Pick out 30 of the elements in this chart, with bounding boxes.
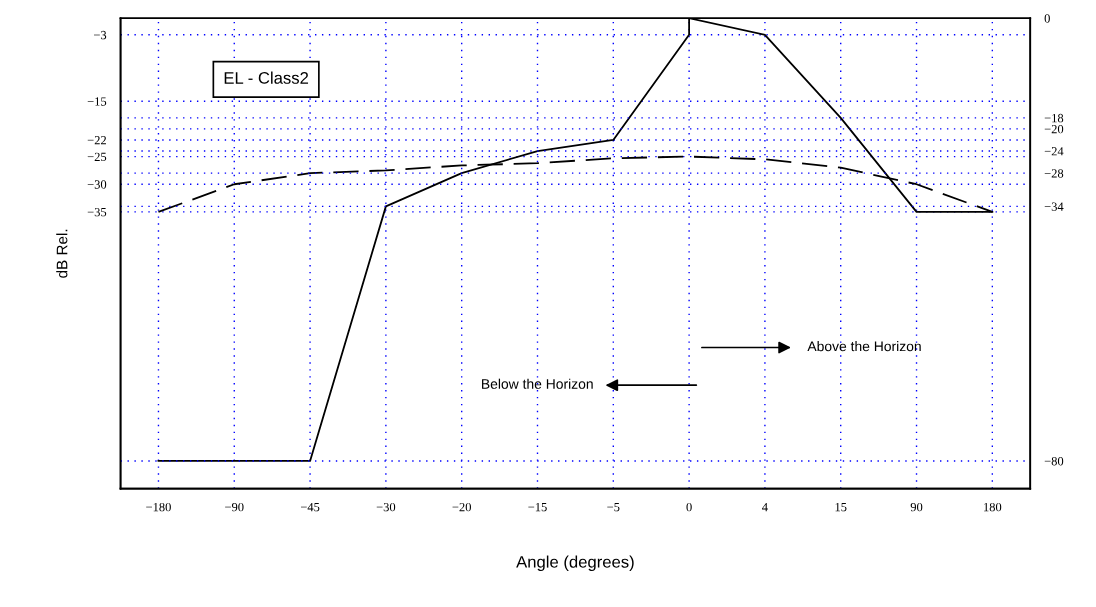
- y2-tick-label: −28: [1044, 169, 1064, 178]
- y2-tick-label: −24: [1044, 147, 1064, 156]
- y-tick-label: −22: [87, 136, 106, 145]
- y-axis-title: dB Rel.: [56, 229, 68, 278]
- y2-tick-label: −80: [1044, 456, 1064, 466]
- y-tick-label: −25: [87, 152, 107, 162]
- annotation: Below the Horizon: [482, 378, 593, 389]
- x-tick-label: −45: [300, 502, 320, 512]
- y-tick-label: −30: [87, 180, 107, 189]
- y2-tick-label: −34: [1044, 202, 1064, 211]
- x-tick-label: 90: [910, 502, 923, 512]
- annotation: EL - Class2: [224, 71, 309, 84]
- x-tick-label: −5: [607, 503, 620, 512]
- y-tick-label: −35: [87, 207, 107, 217]
- y2-tick-label: 0: [1044, 14, 1050, 23]
- x-tick-label: −20: [452, 502, 471, 512]
- y-tick-label: −3: [94, 30, 107, 40]
- x-tick-label: 180: [984, 502, 1002, 512]
- x-tick-label: −15: [528, 502, 547, 512]
- y-tick-label: −15: [87, 97, 107, 106]
- x-tick-label: 0: [686, 502, 692, 512]
- annotation: Above the Horizon: [807, 341, 921, 352]
- x-tick-label: 4: [762, 502, 768, 512]
- x-tick-label: −90: [225, 502, 244, 512]
- x-axis-title: Angle (degrees): [516, 555, 634, 572]
- x-tick-label: −30: [376, 502, 396, 512]
- y2-tick-label: −18: [1044, 113, 1064, 123]
- y2-tick-label: −20: [1044, 124, 1064, 134]
- x-tick-label: 15: [835, 502, 847, 512]
- x-tick-label: −180: [146, 502, 171, 512]
